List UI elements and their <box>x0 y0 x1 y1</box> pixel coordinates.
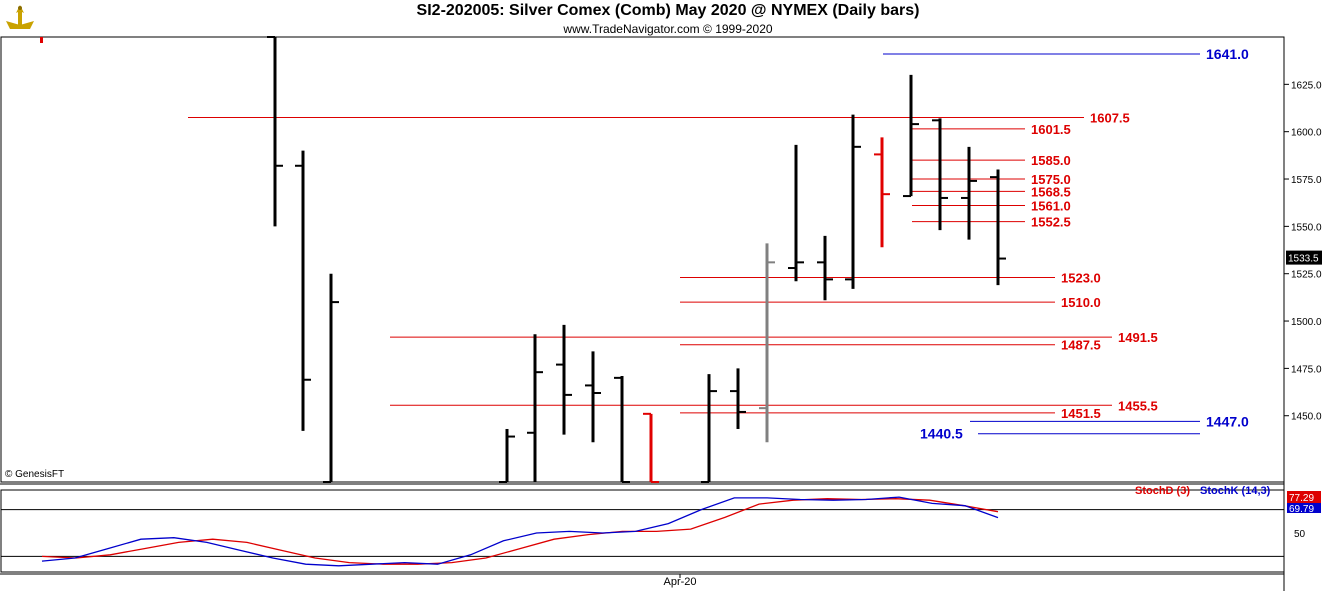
ohlc-bar <box>701 374 717 483</box>
level-label: 1585.0 <box>1031 153 1071 168</box>
ohlc-bar <box>759 243 775 443</box>
ohlc-bar <box>932 118 948 231</box>
ohlc-bar <box>961 146 977 240</box>
marker-tick <box>40 37 43 43</box>
stoch-line <box>41 498 999 565</box>
level-label: 1552.5 <box>1031 215 1071 230</box>
level-label: 1447.0 <box>1206 413 1249 429</box>
ohlc-bar <box>267 36 283 227</box>
ohlc-bar <box>323 273 339 483</box>
x-tick-label: Apr-20 <box>663 576 696 588</box>
ohlc-bar <box>845 114 861 289</box>
level-label: 1601.5 <box>1031 122 1071 137</box>
level-label: 1491.5 <box>1118 330 1158 345</box>
level-label: 1523.0 <box>1061 270 1101 285</box>
level-label: 1561.0 <box>1031 199 1071 214</box>
ohlc-bar <box>295 150 311 431</box>
ohlc-bar <box>788 144 804 282</box>
level-label: 1607.5 <box>1090 110 1130 125</box>
stoch-legend-label: StochD (3) <box>1135 485 1190 497</box>
ohlc-bar <box>499 428 515 483</box>
y-tick-label: 1450.0 <box>1291 412 1322 423</box>
chart-subtitle: www.TradeNavigator.com © 1999-2020 <box>563 22 773 36</box>
level-label: 1455.5 <box>1118 398 1158 413</box>
y-tick-label: 1575.0 <box>1291 175 1322 186</box>
level-label: 1451.5 <box>1061 406 1101 421</box>
y-tick-label: 1550.0 <box>1291 222 1322 233</box>
last-price-badge <box>1286 250 1322 265</box>
y-tick-label: 1625.0 <box>1291 80 1322 91</box>
level-label: 1641.0 <box>1206 46 1249 62</box>
levels-layer: 1641.0 1607.5 1601.5 1585.0 1575.01568.51561… <box>188 46 1249 442</box>
ohlc-bar <box>990 169 1006 286</box>
level-label: 1487.5 <box>1061 338 1101 353</box>
stoch-k-value: 69.79 <box>1289 504 1314 515</box>
price-bars <box>267 36 1006 483</box>
ohlc-bar <box>527 334 543 482</box>
ohlc-bar <box>874 137 890 248</box>
stoch-d-badge <box>1287 491 1321 503</box>
level-label: 1510.0 <box>1061 295 1101 310</box>
price-axis: 1450.0 1475.0 1500.0 1525.0 1550.0 1575.0 1600… <box>1284 80 1322 423</box>
last-price-label: 1533.5 <box>1288 254 1319 265</box>
stoch-k-badge <box>1287 503 1321 513</box>
logo-icon <box>6 5 34 29</box>
stoch-line <box>41 496 999 567</box>
ohlc-bar <box>643 412 659 483</box>
level-label: 1575.0 <box>1031 172 1071 187</box>
stoch-y-tick-label: 50 <box>1294 529 1306 540</box>
ohlc-bar <box>903 74 919 198</box>
y-tick-label: 1525.0 <box>1291 270 1322 281</box>
ohlc-bar <box>730 368 746 429</box>
ohlc-bar <box>556 324 572 435</box>
chart-title: SI2-202005: Silver Comex (Comb) May 2020… <box>416 2 920 19</box>
y-tick-label: 1600.0 <box>1291 128 1322 139</box>
copyright-label: © GenesisFT <box>5 469 64 480</box>
level-label: 1568.5 <box>1031 184 1071 199</box>
y-tick-label: 1500.0 <box>1291 317 1322 328</box>
stoch-legend-label: StochK (14,3) <box>1200 485 1271 497</box>
y-tick-label: 1475.0 <box>1291 364 1322 375</box>
stoch-d-value: 77.29 <box>1289 493 1314 504</box>
ohlc-bar <box>817 235 833 301</box>
level-label: 1440.5 <box>920 426 963 442</box>
ohlc-bar <box>614 375 630 483</box>
ohlc-bar <box>585 351 601 443</box>
